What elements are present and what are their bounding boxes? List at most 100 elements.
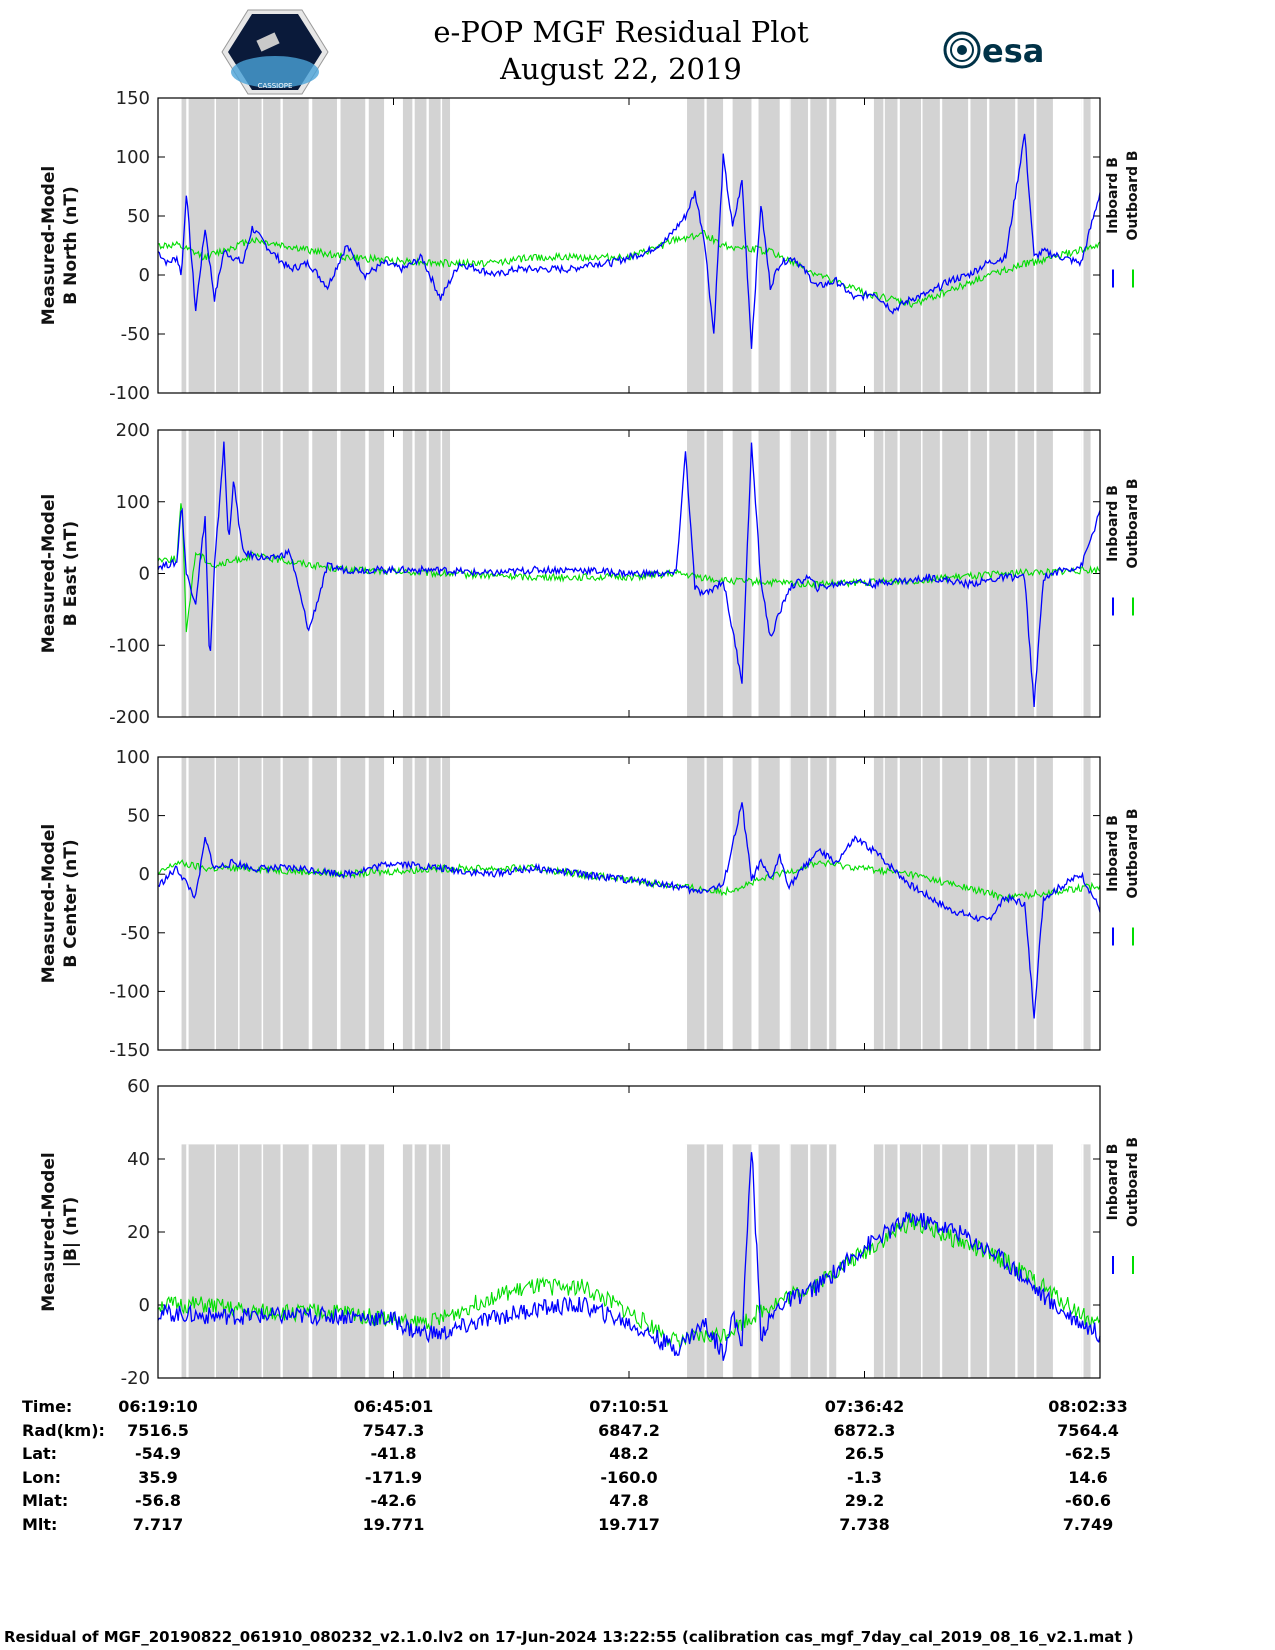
panel-4: 60 40 20 0 -20 Measured-Model |B| (nT) Inboard …: [39, 1076, 1141, 1389]
table-cell: 14.6: [1068, 1468, 1107, 1487]
gap-sliver: [308, 1144, 313, 1378]
inboard-series-line: [157, 133, 1101, 349]
table-cell: 6847.2: [598, 1421, 660, 1440]
gap-band: [873, 98, 1053, 393]
cassiope-logo: CASSIOPE: [221, 9, 329, 95]
gap-sliver: [751, 757, 759, 1050]
gap-sliver: [308, 430, 313, 717]
gap-sliver: [238, 430, 240, 717]
header: CASSIOPE e-POP MGF Residual Plot August …: [221, 9, 1044, 95]
gap-sliver: [1034, 98, 1037, 393]
y-tick-label: -100: [109, 635, 150, 656]
y-tick-label: -200: [109, 707, 150, 728]
gap-sliver: [826, 1144, 830, 1378]
gap-sliver: [826, 98, 830, 393]
gap-sliver: [454, 1144, 457, 1378]
gap-sliver: [897, 430, 900, 717]
gap-sliver: [365, 757, 369, 1050]
gap-sliver: [280, 757, 283, 1050]
gap-sliver: [657, 757, 659, 1050]
gap-sliver: [412, 98, 415, 393]
gap-sliver: [261, 757, 264, 1050]
gap-sliver: [897, 98, 900, 393]
table-row-label: Time:: [22, 1397, 72, 1416]
gap-sliver: [214, 430, 217, 717]
gap-sliver: [897, 757, 900, 1050]
legend-inboard-label: Inboard B: [1105, 1144, 1121, 1221]
y-tick-label: 20: [127, 1222, 150, 1243]
gap-sliver: [789, 757, 791, 1050]
table-cell: 7.717: [133, 1515, 184, 1534]
table-cell: 29.2: [845, 1491, 884, 1510]
gap-sliver: [704, 757, 707, 1050]
gap-sliver: [859, 98, 864, 393]
gap-sliver: [336, 430, 341, 717]
gap-sliver: [1057, 1144, 1060, 1378]
table-cell: 7516.5: [127, 1421, 189, 1440]
gap-sliver: [723, 430, 726, 717]
gap-sliver: [388, 757, 393, 1050]
gap-sliver: [308, 757, 313, 1050]
axes-frame: [157, 1085, 1101, 1379]
gap-sliver: [1081, 98, 1084, 393]
gap-sliver: [1057, 757, 1060, 1050]
gap-sliver: [186, 430, 189, 717]
gap-sliver: [859, 430, 864, 717]
axes-frame: [157, 429, 1101, 718]
gap-sliver: [280, 430, 283, 717]
y-tick-label: 100: [116, 147, 150, 168]
table-cell: 19.771: [363, 1515, 425, 1534]
legend-inboard-label: Inboard B: [1105, 485, 1121, 562]
gap-sliver: [807, 430, 811, 717]
table-cell: 7564.4: [1057, 1421, 1119, 1440]
gap-sliver: [897, 1144, 900, 1378]
table-cell: 6872.3: [834, 1421, 896, 1440]
outboard-series-line: [157, 503, 1101, 633]
table-cell: -54.9: [135, 1444, 181, 1463]
table-cell: -62.5: [1065, 1444, 1111, 1463]
gap-sliver: [336, 1144, 341, 1378]
gap-sliver: [968, 757, 971, 1050]
table-cell: 19.717: [598, 1515, 660, 1534]
gap-sliver: [986, 98, 990, 393]
gap-band: [873, 1144, 1053, 1378]
gap-sliver: [1081, 1144, 1084, 1378]
gap-sliver: [968, 430, 971, 717]
gap-sliver: [280, 98, 283, 393]
table-cell: 08:02:33: [1048, 1397, 1128, 1416]
gap-sliver: [883, 98, 885, 393]
axes-frame: [157, 97, 1101, 394]
y-axis-label-line2: B North (nT): [61, 186, 81, 305]
table-cell: 35.9: [138, 1468, 177, 1487]
legend-outboard-label: Outboard B: [1125, 1137, 1141, 1227]
y-tick-label: 100: [116, 747, 150, 768]
y-axis-label-line2: B Center (nT): [61, 839, 81, 967]
cassiope-logo-text: CASSIOPE: [258, 82, 293, 90]
gap-sliver: [789, 1144, 791, 1378]
gap-sliver: [261, 98, 264, 393]
gap-sliver: [214, 98, 217, 393]
gap-sliver: [986, 757, 990, 1050]
table-cell: -171.9: [365, 1468, 422, 1487]
table-cell: -1.3: [847, 1468, 882, 1487]
legend-outboard-label: Outboard B: [1125, 478, 1141, 568]
y-tick-label: 150: [116, 88, 150, 109]
gap-sliver: [1034, 757, 1037, 1050]
table-cell: 07:10:51: [589, 1397, 669, 1416]
outboard-series-line: [157, 230, 1101, 308]
gap-sliver: [883, 1144, 885, 1378]
gap-sliver: [1081, 757, 1084, 1050]
gap-sliver: [921, 757, 923, 1050]
gap-sliver: [280, 1144, 283, 1378]
gap-sliver: [723, 757, 726, 1050]
inboard-series-line: [157, 441, 1101, 708]
gap-sliver: [751, 1144, 759, 1378]
y-axis-label-line1: Measured-Model: [39, 824, 59, 983]
gap-sliver: [440, 1144, 443, 1378]
y-tick-label: 0: [139, 864, 150, 885]
table-row-label: Rad(km):: [22, 1421, 105, 1440]
gap-sliver: [859, 1144, 864, 1378]
figure-title-line2: August 22, 2019: [499, 52, 742, 86]
gap-sliver: [426, 1144, 429, 1378]
gap-sliver: [365, 98, 369, 393]
